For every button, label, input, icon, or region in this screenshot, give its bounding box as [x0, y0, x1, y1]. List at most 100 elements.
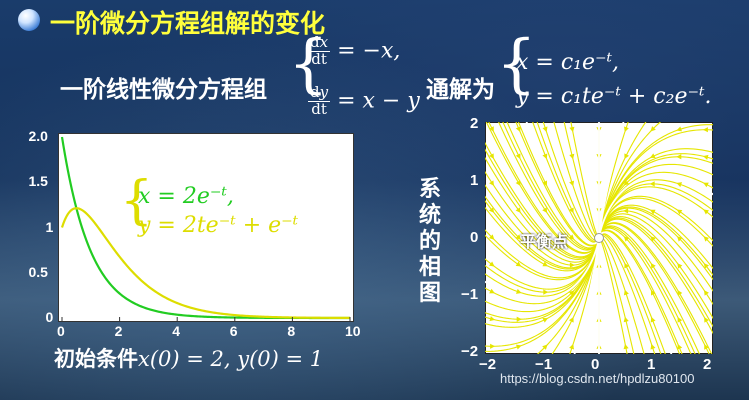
phase-x-tick-label: 1	[647, 356, 656, 373]
flow-arrow	[528, 132, 534, 138]
y-solution-curve	[60, 207, 350, 320]
phase-label-char: 图	[418, 281, 441, 306]
flow-arrow	[703, 236, 710, 242]
flow-arrow	[489, 261, 495, 267]
flow-arrow	[650, 289, 656, 296]
initial-conditions-value: x(0) = 2, y(0) = 1	[138, 347, 324, 371]
flow-arrow	[677, 290, 683, 296]
slide-title: 一阶微分方程组解的变化	[50, 9, 326, 38]
flow-arrow	[676, 182, 682, 188]
flow-arrow	[623, 316, 629, 323]
phase-portrait-panel	[485, 122, 713, 354]
flow-arrow	[516, 316, 522, 322]
flow-arrow	[623, 126, 629, 133]
equation-dy: dy dt = x − y	[308, 83, 420, 118]
flow-arrow	[704, 317, 709, 323]
left-brace-system: {	[288, 27, 329, 101]
flow-arrow	[489, 180, 494, 186]
flow-arrow	[515, 234, 521, 240]
y-tick-label: 1.5	[28, 173, 48, 190]
flow-arrow	[489, 153, 494, 159]
flow-arrow	[650, 343, 656, 350]
flow-arrow	[702, 154, 709, 160]
phase-y-tick-label: 1	[470, 172, 479, 189]
phase-x-tick-label: 0	[591, 356, 600, 373]
flow-arrow	[542, 261, 549, 267]
flow-arrow	[516, 288, 522, 294]
flow-arrow	[664, 338, 670, 344]
flow-arrow	[569, 153, 575, 160]
left-brace-solution: {	[496, 27, 537, 101]
flow-arrow	[494, 285, 501, 291]
flow-arrow	[697, 185, 704, 191]
flow-arrow	[623, 289, 629, 296]
x-tick-label: 6	[229, 323, 238, 339]
flow-arrow	[568, 207, 574, 214]
flow-arrow	[515, 207, 521, 213]
y-tick-label: 2.0	[28, 128, 48, 144]
flow-arrow	[490, 343, 496, 349]
general-solution-y: y = c₁te⁻ᵗ + c₂e⁻ᵗ.	[516, 84, 712, 109]
flow-arrow	[703, 263, 709, 269]
equation-dx: dx dt = −x,	[308, 33, 401, 68]
flow-arrow	[677, 263, 683, 269]
bullet-icon	[18, 9, 40, 31]
equilibrium-point	[594, 233, 604, 243]
watermark: https://blog.csdn.net/hpdlzu80100	[500, 371, 695, 386]
flow-arrow	[515, 180, 521, 186]
flow-arrow	[569, 262, 575, 268]
flow-arrow	[489, 316, 496, 322]
general-solution-x: x = c₁e⁻ᵗ,	[516, 50, 620, 75]
phase-x-tick-label: −2	[479, 356, 497, 373]
y-tick-label: 1	[45, 218, 54, 235]
phase-label-char: 系	[418, 177, 441, 202]
x-tick-label: 8	[287, 323, 296, 339]
flow-arrow	[542, 344, 548, 350]
flow-arrow	[649, 153, 656, 158]
flow-arrow	[650, 262, 656, 269]
x-tick-label: 2	[114, 323, 123, 339]
highlight-trajectory	[599, 231, 673, 354]
flow-arrow	[542, 153, 548, 160]
x-tick-label: 10	[345, 323, 361, 339]
flow-arrow	[488, 234, 495, 240]
flow-arrow	[676, 126, 682, 132]
particular-solution-x: x = 2e⁻ᵗ,	[138, 184, 234, 209]
streamline	[553, 122, 597, 239]
flow-arrow	[489, 288, 495, 294]
y-tick-label: 0	[45, 309, 54, 325]
streamline	[601, 237, 645, 354]
phase-label-char: 的	[418, 229, 441, 254]
flow-arrow	[516, 344, 522, 350]
phase-y-tick-label: 0	[470, 229, 479, 246]
flow-arrow	[573, 343, 579, 350]
flow-arrow	[703, 182, 709, 188]
flow-arrow	[623, 208, 629, 214]
flow-arrow	[542, 207, 548, 214]
flow-arrow	[568, 316, 574, 323]
phase-label-char: 相	[418, 255, 441, 280]
flow-arrow	[649, 209, 656, 215]
x-tick-label: 0	[57, 323, 65, 339]
flow-arrow	[702, 127, 708, 133]
phase-y-tick-label: −1	[461, 286, 479, 303]
flow-arrow	[649, 181, 655, 187]
flow-arrow	[650, 316, 656, 323]
particular-solution-y: y = 2te⁻ᵗ + e⁻ᵗ	[138, 213, 299, 238]
equilibrium-label: 平衡点	[520, 232, 569, 251]
flow-arrow	[515, 126, 521, 132]
flow-arrow	[489, 207, 495, 213]
flow-arrow	[569, 180, 575, 187]
flow-arrow	[542, 180, 548, 187]
flow-arrow	[676, 154, 682, 160]
solution-plot	[58, 133, 354, 322]
flow-arrow	[704, 344, 709, 350]
plot-frame	[58, 133, 354, 322]
flow-arrow	[515, 153, 521, 160]
flow-arrow	[489, 126, 494, 132]
flow-arrow	[676, 209, 683, 215]
flow-arrow	[703, 209, 709, 215]
phase-portrait	[485, 122, 713, 354]
flow-arrow	[543, 289, 549, 295]
particular-solution-brace: {	[120, 171, 154, 231]
